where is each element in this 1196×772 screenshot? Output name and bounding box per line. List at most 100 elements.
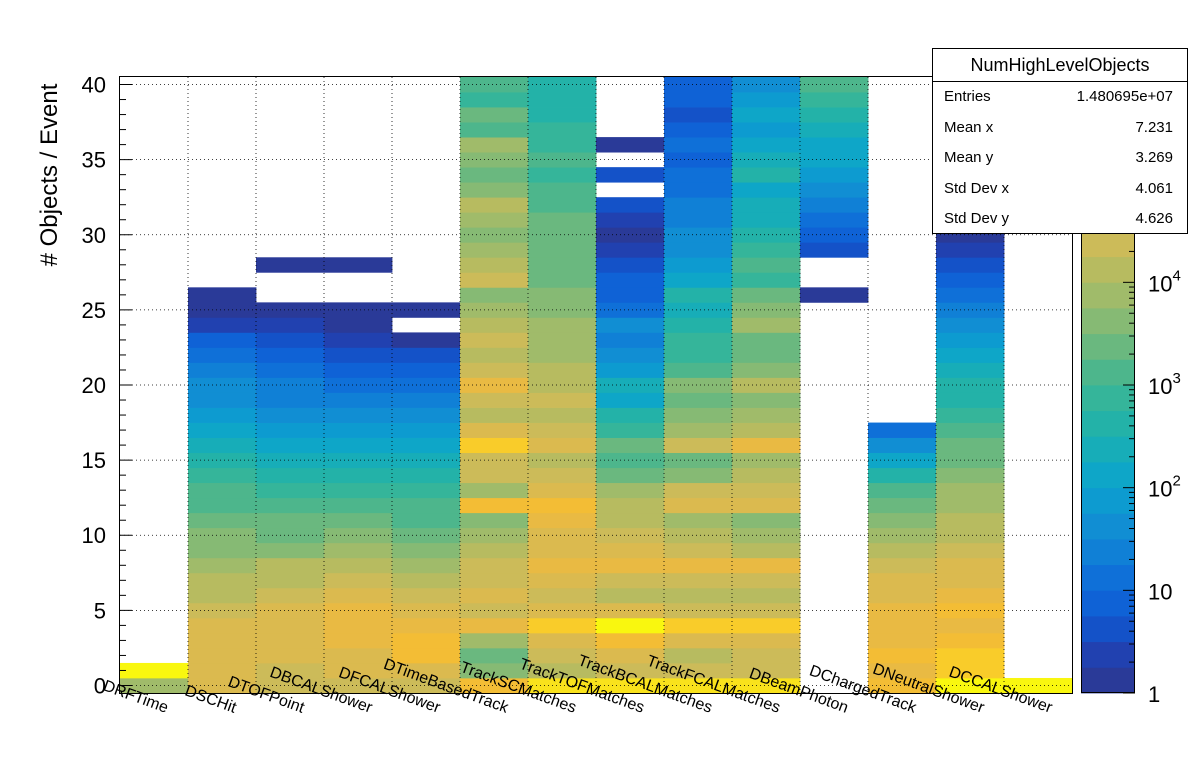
grid-lines [120,77,1072,693]
heatmap-cell [324,497,393,514]
heatmap-cell [732,437,801,454]
heatmap-cell [528,482,597,499]
heatmap-cell [528,362,597,378]
heatmap-cell [460,557,529,574]
heatmap-cell [936,467,1005,484]
heatmap-cell [188,542,257,559]
heatmap-cell [324,662,393,679]
heatmap-cell [460,197,529,213]
heatmap-cell [936,572,1005,589]
heatmap-cell [936,602,1005,619]
heatmap-cell [324,587,393,604]
heatmap-cell [664,617,733,634]
heatmap-cell [936,632,1005,649]
heatmap-cell [664,557,733,574]
heatmap-cell [596,632,665,649]
heatmap-cell [936,482,1005,499]
heatmap-cell [732,527,801,544]
heatmap-cell [460,587,529,604]
heatmap-cell [596,647,665,664]
heatmap-cell [392,662,461,679]
heatmap-cell [596,197,665,213]
heatmap-cell [664,197,733,213]
heatmap-cell [732,662,801,679]
heatmap-cell [800,92,869,108]
heatmap-cell [392,362,461,378]
heatmap-cell [188,452,257,469]
heatmap-cell [188,677,257,694]
heatmap-cell [392,527,461,544]
heatmap-cell [392,332,461,348]
heatmap-cell [868,422,937,438]
heatmap-cell [732,347,801,363]
heatmap-cell [460,347,529,363]
heatmap-cell [460,182,529,198]
heatmap-cell [596,272,665,288]
heatmap-cell [936,497,1005,514]
heatmap-cell [936,542,1005,559]
heatmap-cell [936,407,1005,423]
heatmap-cell [324,647,393,664]
heatmap-cell [732,467,801,484]
heatmap-cell [732,227,801,243]
heatmap-cell [596,242,665,258]
heatmap-cell [664,362,733,378]
heatmap-cell [460,527,529,544]
heatmap-cell [868,617,937,634]
heatmap-cell [188,362,257,378]
heatmap-cell [732,152,801,168]
heatmap-cell [256,602,325,619]
heatmap-cell [596,167,665,183]
color-scale-swatch [1081,539,1135,566]
heatmap-cell [936,332,1005,348]
color-scale-swatch [1081,308,1135,335]
heatmap-cell [528,632,597,649]
heatmap-cell [528,122,597,138]
stats-row-mean-x: Mean x 7.231 [933,113,1187,144]
heatmap-cell [732,77,801,93]
heatmap-cell [528,317,597,333]
y-axis: 0 5 10 15 20 25 30 35 40 [82,73,132,698]
heatmap-cell [324,422,393,438]
heatmap-cell [800,242,869,258]
heatmap-cell [868,512,937,529]
heatmap-cell [460,377,529,393]
heatmap-cell [664,407,733,423]
heatmap-cell [460,482,529,499]
heatmap-cell [868,482,937,499]
heatmap-cell [460,227,529,243]
heatmap-cell [324,527,393,544]
heatmap-cell [528,422,597,438]
heatmap-cell [936,377,1005,393]
heatmap-cell [868,527,937,544]
heatmap-cell [256,362,325,378]
heatmap-cell [664,392,733,408]
heatmap-cell [528,137,597,153]
heatmap-cell [664,92,733,108]
heatmap-cell [188,587,257,604]
heatmap-cell [732,482,801,499]
heatmap-cell [596,512,665,529]
heatmap-cell [256,662,325,679]
heatmap-cell [800,227,869,243]
y-tick-label: 10 [82,523,106,548]
heatmap-cell [528,152,597,168]
heatmap-cell [256,317,325,333]
heatmap-cell [460,662,529,679]
heatmap-cell [868,662,937,679]
heatmap-cell [460,632,529,649]
heatmap-cell [460,497,529,514]
heatmap-cell [392,407,461,423]
heatmap-cell [392,452,461,469]
heatmap-cell [188,572,257,589]
heatmap-cell [936,452,1005,469]
heatmap-cell [256,572,325,589]
color-scale-label: 102 [1148,473,1181,502]
heatmap-cell [800,122,869,138]
heatmap-cell [936,617,1005,634]
heatmap-cell [732,122,801,138]
color-scale-swatch [1081,359,1135,386]
color-scale-swatch [1081,513,1135,540]
heatmap-cell [324,512,393,529]
